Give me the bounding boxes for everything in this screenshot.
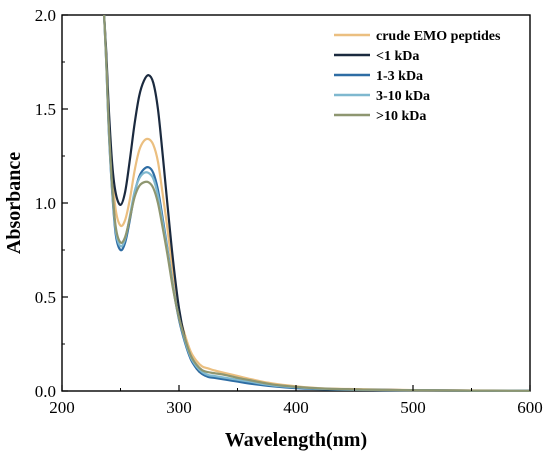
- legend-label: >10 kDa: [376, 109, 426, 124]
- y-axis-title: Absorbance: [3, 152, 25, 254]
- y-tick-label: 2.0: [35, 6, 56, 25]
- x-tick-label: 400: [283, 398, 309, 417]
- legend-label: 1-3 kDa: [376, 69, 423, 84]
- y-tick-label: 1.5: [35, 100, 56, 119]
- x-axis-title: Wavelength(nm): [225, 429, 367, 451]
- x-tick-label: 600: [517, 398, 543, 417]
- x-axis: 200 300 400 500 600: [49, 385, 543, 417]
- x-tick-label: 300: [166, 398, 192, 417]
- legend-label: <1 kDa: [376, 49, 419, 64]
- legend-label: 3-10 kDa: [376, 89, 430, 104]
- x-tick-label: 200: [49, 398, 75, 417]
- series-layer: [103, 14, 531, 392]
- y-tick-label: 1.0: [35, 194, 56, 213]
- legend: crude EMO peptides <1 kDa 1-3 kDa 3-10 kDa >…: [334, 29, 501, 124]
- y-tick-label: 0.0: [35, 382, 56, 401]
- series-line-1: [103, 14, 531, 392]
- y-tick-label: 0.5: [35, 288, 56, 307]
- y-axis: 0.0 0.5 1.0 1.5 2.0: [35, 6, 68, 401]
- plot-area: 200 300 400 500 600 0.0 0.5 1.0 1.5 2.0: [35, 6, 543, 417]
- legend-label: crude EMO peptides: [376, 29, 501, 44]
- x-tick-label: 500: [400, 398, 426, 417]
- series-line-4: [103, 14, 531, 392]
